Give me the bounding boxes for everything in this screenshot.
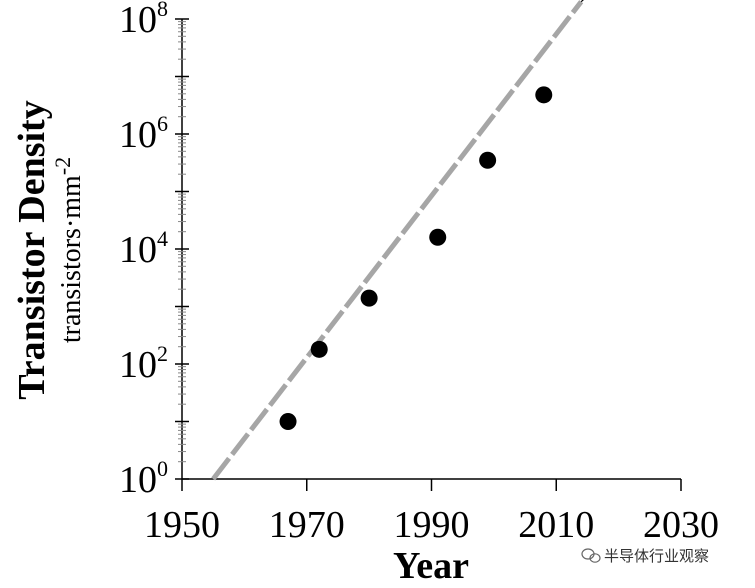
- wechat-icon: [581, 548, 601, 563]
- y-tick-exponent: 8: [157, 0, 168, 21]
- y-tick-label: 100: [119, 456, 168, 501]
- y-axis-title: Transistor Density: [11, 100, 53, 399]
- y-tick-label: 102: [119, 341, 168, 386]
- y-axis-units-text: transistors·mm: [56, 175, 87, 343]
- y-tick-base: 10: [119, 344, 157, 386]
- x-tick-label: 2010: [518, 504, 594, 546]
- x-tick-label: 1990: [394, 504, 470, 546]
- y-tick-label: 104: [119, 226, 168, 271]
- trend-line: [211, 0, 584, 481]
- x-axis-title: Year: [393, 545, 469, 587]
- data-point: [429, 228, 447, 246]
- data-point: [479, 151, 497, 169]
- y-tick-exponent: 2: [157, 341, 168, 366]
- y-tick-label: 108: [119, 0, 168, 41]
- data-points: [279, 86, 553, 430]
- axes: [175, 18, 682, 491]
- watermark: 半导体行业观察: [581, 547, 709, 565]
- y-tick-base: 10: [119, 114, 157, 156]
- y-tick-base: 10: [119, 459, 157, 501]
- y-tick-base: 10: [119, 0, 157, 41]
- data-point: [535, 86, 553, 104]
- x-tick-label: 1970: [269, 504, 345, 546]
- y-tick-exponent: 4: [157, 226, 168, 251]
- data-point: [310, 340, 328, 358]
- x-tick-labels: 1950 1970 1990 2010 2030: [144, 504, 719, 546]
- y-tick-exponent: 6: [157, 111, 168, 136]
- series-lines: [211, 0, 584, 481]
- y-axis-units: transistors·mm-2: [50, 157, 87, 343]
- data-point: [360, 289, 378, 307]
- y-tick-label: 106: [119, 111, 168, 156]
- y-tick-exponent: 0: [157, 456, 168, 481]
- y-axis-units-exponent: -2: [50, 157, 75, 175]
- x-tick-label: 1950: [144, 504, 220, 546]
- data-point: [279, 413, 297, 430]
- projection-line: [580, 0, 584, 3]
- y-tick-base: 10: [119, 229, 157, 271]
- x-tick-label: 2030: [643, 504, 719, 546]
- watermark-text: 半导体行业观察: [604, 547, 709, 565]
